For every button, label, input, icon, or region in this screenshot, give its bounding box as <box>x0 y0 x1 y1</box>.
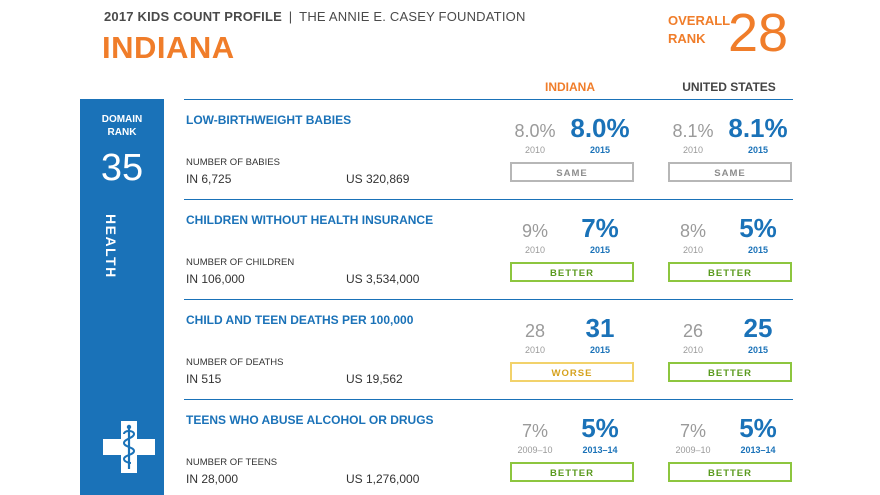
count-label: NUMBER OF TEENS <box>186 457 278 468</box>
us-trend-badge: BETTER <box>668 362 792 382</box>
domain-rank-label-line1: DOMAIN <box>101 114 143 125</box>
us-count: US 1,276,000 <box>346 472 420 486</box>
indicator-title: LOW-BIRTHWEIGHT BABIES <box>186 113 352 127</box>
state-trend-badge: WORSE <box>510 362 634 382</box>
domain-rank-label: DOMAIN RANK <box>80 113 164 139</box>
us-new-value: 5% <box>739 413 777 443</box>
overall-rank-value: 28 <box>728 3 789 63</box>
row-divider <box>184 99 793 100</box>
state-count: IN 515 <box>186 372 222 386</box>
overall-rank-label: OVERALL RANK <box>668 12 730 48</box>
us-old-year: 2010 <box>682 245 704 255</box>
state-trend-badge: BETTER <box>510 462 634 482</box>
us-count: US 3,534,000 <box>346 272 420 286</box>
state-old-value: 7% <box>521 421 548 441</box>
row-divider <box>184 299 793 300</box>
state-new-value: 8.0% <box>570 113 630 143</box>
us-old-year: 2009–10 <box>675 445 711 455</box>
us-count: US 19,562 <box>346 372 403 386</box>
state-count: IN 6,725 <box>186 172 232 186</box>
domain-rank-value: 35 <box>100 147 144 189</box>
us-trend-badge: SAME <box>668 162 792 182</box>
state-old-value: 28 <box>524 321 546 341</box>
domain-rank-label-line2: RANK <box>107 127 137 138</box>
state-trend-badge: BETTER <box>510 262 634 282</box>
organization-name: THE ANNIE E. CASEY FOUNDATION <box>299 9 526 24</box>
us-new-value: 8.1% <box>728 113 788 143</box>
state-count: IN 106,000 <box>186 272 245 286</box>
us-new-year: 2015 <box>747 245 769 255</box>
us-old-value: 26 <box>682 321 704 341</box>
count-label: NUMBER OF BABIES <box>186 157 280 168</box>
state-old-year: 2010 <box>524 345 546 355</box>
state-old-year: 2010 <box>524 145 546 155</box>
state-new-value: 7% <box>581 213 619 243</box>
state-new-year: 2015 <box>589 145 611 155</box>
state-new-value: 31 <box>585 313 615 343</box>
us-trend-badge: BETTER <box>668 262 792 282</box>
us-old-value: 8.1% <box>672 121 714 141</box>
indicator-title: TEENS WHO ABUSE ALCOHOL OR DRUGS <box>186 413 434 427</box>
domain-name: HEALTH <box>103 214 119 279</box>
profile-title: 2017 KIDS COUNT PROFILE <box>104 9 282 24</box>
us-trend-badge: BETTER <box>668 462 792 482</box>
state-title: INDIANA <box>102 30 235 65</box>
state-trend-badge: SAME <box>510 162 634 182</box>
us-old-value: 7% <box>679 421 706 441</box>
row-divider <box>184 199 793 200</box>
us-old-year: 2010 <box>682 345 704 355</box>
us-new-value: 25 <box>743 313 773 343</box>
state-new-year: 2015 <box>589 345 611 355</box>
column-header-us: UNITED STATES <box>682 80 776 94</box>
count-label: NUMBER OF DEATHS <box>186 357 284 368</box>
column-header-state: INDIANA <box>545 80 595 94</box>
us-new-year: 2015 <box>747 145 769 155</box>
indicator-title: CHILDREN WITHOUT HEALTH INSURANCE <box>186 213 434 227</box>
state-old-year: 2009–10 <box>517 445 553 455</box>
overall-rank-label-line1: OVERALL <box>668 13 731 28</box>
us-count: US 320,869 <box>346 172 410 186</box>
us-new-value: 5% <box>739 213 777 243</box>
overall-rank-label-line2: RANK <box>668 31 706 46</box>
us-new-year: 2015 <box>747 345 769 355</box>
state-old-value: 9% <box>521 221 548 241</box>
state-new-year: 2015 <box>589 245 611 255</box>
health-caduceus-cross-icon <box>103 421 155 473</box>
profile-header: 2017 KIDS COUNT PROFILE | THE ANNIE E. C… <box>104 9 526 24</box>
state-count: IN 28,000 <box>186 472 239 486</box>
header-separator: | <box>288 9 293 24</box>
indicator-title: CHILD AND TEEN DEATHS PER 100,000 <box>186 313 414 327</box>
row-divider <box>184 399 793 400</box>
us-old-value: 8% <box>679 221 706 241</box>
domain-sidebar: DOMAIN RANK 35 HEALTH <box>80 99 164 495</box>
us-old-year: 2010 <box>682 145 704 155</box>
state-old-value: 8.0% <box>514 121 556 141</box>
state-old-year: 2010 <box>524 245 546 255</box>
state-new-value: 5% <box>581 413 619 443</box>
us-new-year: 2013–14 <box>740 445 776 455</box>
state-new-year: 2013–14 <box>582 445 618 455</box>
count-label: NUMBER OF CHILDREN <box>186 257 295 268</box>
